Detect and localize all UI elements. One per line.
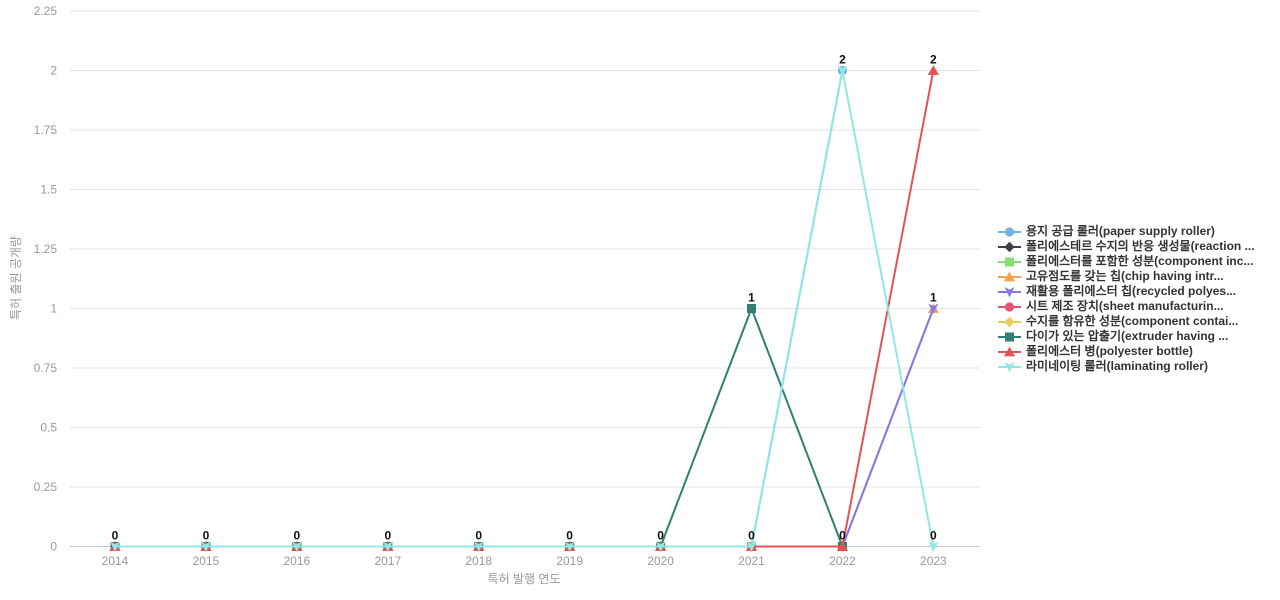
data-point[interactable] — [928, 541, 939, 553]
series-layer — [109, 65, 939, 552]
legend-item-7[interactable]: 수지를 함유한 성분(component contai... — [997, 314, 1255, 329]
legend-marker-icon — [998, 241, 1021, 252]
y-axis-title: 특허 출원 공개량 — [9, 236, 23, 320]
legend-marker-icon — [998, 226, 1021, 237]
legend-item-5[interactable]: 재활용 폴리에스터 칩(recycled polyes... — [997, 284, 1255, 299]
y-tick-label: 1.25 — [34, 242, 58, 256]
data-point[interactable] — [1004, 286, 1015, 298]
x-tick-label: 2023 — [920, 554, 947, 568]
x-tick-label: 2016 — [284, 554, 311, 568]
legend-marker-icon — [998, 301, 1021, 312]
y-tick-label: 0.5 — [40, 421, 57, 435]
data-point[interactable] — [110, 541, 120, 553]
data-point[interactable] — [837, 65, 848, 77]
legend-label: 폴리에스터 병(polyester bottle) — [1026, 344, 1193, 358]
y-tick-label: 2.25 — [34, 4, 58, 18]
legend-item-6[interactable]: 시트 제조 장치(sheet manufacturin... — [997, 299, 1255, 314]
legend-item-10[interactable]: 라미네이팅 롤러(laminating roller) — [997, 359, 1255, 374]
legend-item-4[interactable]: 고유점도를 갖는 칩(chip having intr... — [997, 269, 1255, 284]
data-label: 0 — [839, 529, 846, 543]
data-point[interactable] — [836, 541, 849, 551]
x-tick-label: 2015 — [193, 554, 220, 568]
data-point[interactable] — [1003, 346, 1016, 356]
data-label: 1 — [930, 291, 937, 305]
data-label: 0 — [112, 529, 119, 543]
legend-label: 재활용 폴리에스터 칩(recycled polyes... — [1026, 284, 1237, 298]
data-point[interactable] — [1005, 332, 1014, 341]
data-point[interactable] — [1003, 271, 1016, 281]
legend-marker-icon — [998, 361, 1021, 373]
data-point[interactable] — [473, 541, 484, 553]
grid-layer — [70, 10, 980, 547]
data-label: 0 — [203, 529, 210, 543]
data-point[interactable] — [927, 65, 939, 75]
data-label: 0 — [930, 529, 937, 543]
y-tick-label: 1.5 — [40, 183, 57, 197]
legend-marker-icon — [998, 257, 1021, 266]
data-label: 0 — [384, 529, 391, 543]
data-point[interactable] — [1005, 257, 1014, 266]
x-axis-title: 특허 발행 연도 — [488, 571, 561, 586]
legend-marker-icon — [998, 332, 1021, 341]
data-point[interactable] — [1004, 301, 1015, 312]
data-point[interactable] — [1004, 226, 1015, 237]
legend-label: 시트 제조 장치(sheet manufacturin... — [1026, 299, 1224, 313]
series-10 — [110, 65, 939, 553]
series-line — [114, 69, 935, 548]
data-label: 0 — [566, 529, 573, 543]
data-label: 0 — [475, 529, 482, 543]
legend-label: 라미네이팅 롤러(laminating roller) — [1026, 359, 1208, 373]
legend-item-3[interactable]: 폴리에스터를 포함한 성분(component inc... — [997, 254, 1255, 269]
legend-label: 용지 공급 롤러(paper supply roller) — [1026, 224, 1215, 238]
legend-marker-icon — [998, 316, 1021, 327]
legend-item-8[interactable]: 다이가 있는 압출기(extruder having ... — [997, 329, 1255, 344]
data-point[interactable] — [201, 541, 211, 553]
x-tick-label: 2022 — [829, 554, 856, 568]
x-tick-label: 2017 — [374, 554, 401, 568]
y-tick-label: 2 — [50, 64, 57, 78]
data-point[interactable] — [1004, 241, 1015, 252]
data-point[interactable] — [746, 541, 757, 553]
data-point[interactable] — [655, 541, 666, 553]
x-tick-label: 2019 — [556, 554, 583, 568]
data-point[interactable] — [1004, 316, 1015, 327]
y-tick-label: 1 — [50, 302, 57, 316]
data-point[interactable] — [382, 541, 393, 553]
x-tick-label: 2020 — [647, 554, 674, 568]
y-tick-label: 0.25 — [34, 480, 58, 494]
legend: 용지 공급 롤러(paper supply roller) 폴리에스테르 수지의 … — [997, 224, 1255, 374]
legend-item-1[interactable]: 용지 공급 롤러(paper supply roller) — [997, 224, 1255, 239]
y-tick-label: 1.75 — [34, 123, 58, 137]
data-label: 1 — [748, 291, 755, 305]
legend-marker-icon — [998, 271, 1021, 281]
data-point[interactable] — [1004, 361, 1015, 373]
y-tick-label: 0.75 — [34, 361, 58, 375]
data-label-layer: 0 0 0 0 0 0 0 0 2 0 1 1 2 0 — [112, 53, 937, 543]
legend-marker-icon — [998, 286, 1021, 298]
x-tick-label: 2021 — [738, 554, 765, 568]
x-tick-label: 2014 — [102, 554, 129, 568]
data-label: 0 — [657, 529, 664, 543]
data-point[interactable] — [928, 303, 939, 315]
data-label: 0 — [294, 529, 301, 543]
data-label: 2 — [839, 53, 846, 67]
legend-label: 폴리에스터를 포함한 성분(component inc... — [1026, 254, 1254, 268]
legend-item-9[interactable]: 폴리에스터 병(polyester bottle) — [997, 344, 1255, 359]
x-tick-label: 2018 — [465, 554, 492, 568]
data-point[interactable] — [564, 541, 575, 553]
data-label: 2 — [930, 53, 937, 67]
legend-marker-icon — [998, 346, 1021, 356]
legend-label: 수지를 함유한 성분(component contai... — [1026, 314, 1239, 328]
data-point[interactable] — [291, 541, 302, 553]
legend-label: 다이가 있는 압출기(extruder having ... — [1026, 329, 1229, 343]
legend-label: 폴리에스테르 수지의 반응 생성물(reaction ... — [1026, 239, 1255, 253]
legend-label: 고유점도를 갖는 칩(chip having intr... — [1026, 269, 1224, 283]
data-point[interactable] — [747, 304, 757, 313]
y-tick-label: 0 — [50, 540, 57, 554]
legend-item-2[interactable]: 폴리에스테르 수지의 반응 생성물(reaction ... — [997, 239, 1255, 254]
data-label: 0 — [748, 529, 755, 543]
